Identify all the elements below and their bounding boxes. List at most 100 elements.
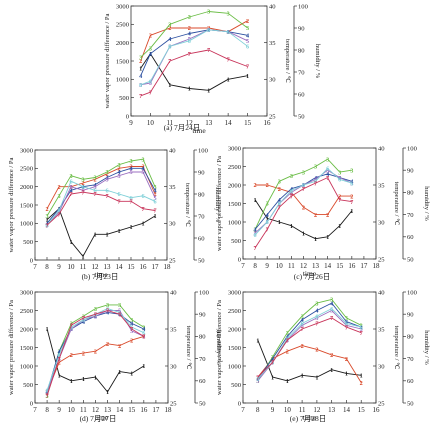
data-point-marker: 1 xyxy=(46,326,49,333)
data-point-marker: 1 xyxy=(130,371,133,378)
humidity-tick-label: 90 xyxy=(298,25,305,32)
data-point-marker: 2 xyxy=(82,350,85,357)
data-point-marker: 5 xyxy=(81,188,84,195)
temperature-tick-label: 35 xyxy=(269,40,276,47)
x-axis-label: time xyxy=(303,413,317,422)
data-point-marker: 4 xyxy=(301,317,304,324)
humidity-tick-label: 90 xyxy=(199,312,206,319)
y-tick-label: 1500 xyxy=(116,58,130,65)
data-point-marker: 3 xyxy=(254,227,257,234)
data-point-marker: 5 xyxy=(149,80,152,87)
data-point-marker: 5 xyxy=(246,38,249,45)
data-point-marker: 6 xyxy=(227,29,230,36)
temperature-tick-label: 30 xyxy=(170,363,177,370)
data-point-marker: 2 xyxy=(46,389,49,396)
data-point-marker: 5 xyxy=(314,177,317,184)
data-point-marker: 2 xyxy=(139,58,142,65)
data-point-marker: 1 xyxy=(314,236,317,243)
data-point-marker: 5 xyxy=(207,27,210,34)
humidity-tick-label: 60 xyxy=(407,234,414,241)
data-point-marker: 4 xyxy=(345,319,348,326)
data-point-marker: 1 xyxy=(338,223,341,230)
series-line-6 xyxy=(46,180,156,226)
data-point-marker: 1 xyxy=(45,217,48,224)
data-point-marker: 5 xyxy=(93,184,96,191)
data-point-marker: 2 xyxy=(130,337,133,344)
data-point-marker: 6 xyxy=(207,27,210,34)
data-point-marker: 3 xyxy=(118,302,121,309)
series-line-6 xyxy=(254,167,352,236)
humidity-tick-label: 100 xyxy=(407,289,418,296)
x-tick-label: 9 xyxy=(57,263,61,271)
x-tick-label: 12 xyxy=(186,119,194,127)
series-line-1 xyxy=(257,339,362,382)
data-point-marker: 1 xyxy=(58,372,61,379)
data-point-marker: 5 xyxy=(330,308,333,315)
series-line-3 xyxy=(254,158,352,230)
x-tick-label: 12 xyxy=(92,263,100,271)
data-point-marker: 5 xyxy=(290,190,293,197)
x-tick-label: 16 xyxy=(348,262,356,270)
y-tick-label: 2500 xyxy=(228,164,242,171)
x-tick-label: 14 xyxy=(343,406,351,414)
y-axis-label: water vapor pressure difference / Pa xyxy=(216,156,223,251)
data-point-marker: 1 xyxy=(330,367,333,374)
series-line-3 xyxy=(257,298,362,382)
data-point-marker: 6 xyxy=(46,387,49,394)
data-point-marker: 4 xyxy=(149,51,152,58)
data-point-marker: 6 xyxy=(254,232,257,239)
data-point-marker: 6 xyxy=(360,324,363,331)
data-point-marker: 2 xyxy=(45,206,48,213)
x-tick-label: 7 xyxy=(241,406,245,414)
humidity-tick-label: 100 xyxy=(298,3,309,10)
data-point-marker: 1 xyxy=(301,372,304,379)
data-point-marker: 4 xyxy=(246,33,249,40)
y-tick-label: 2000 xyxy=(20,326,34,333)
x-tick-label: 11 xyxy=(299,406,306,414)
temperature-tick-label: 25 xyxy=(169,257,176,264)
y-tick-label: 500 xyxy=(231,382,242,389)
data-point-marker: 1 xyxy=(227,77,230,84)
x-tick-label: 7 xyxy=(33,406,37,414)
data-point-marker: 3 xyxy=(130,317,133,324)
data-point-marker: 4 xyxy=(141,166,144,173)
data-point-marker: 4 xyxy=(326,171,329,178)
data-point-marker: 1 xyxy=(188,86,191,93)
data-point-marker: 3 xyxy=(168,22,171,29)
data-point-marker: 2 xyxy=(188,25,191,32)
data-point-marker: 7 xyxy=(315,321,318,328)
data-point-marker: 3 xyxy=(81,177,84,184)
data-point-marker: 4 xyxy=(338,175,341,182)
data-point-marker: 1 xyxy=(326,234,329,241)
humidity-tick-label: 50 xyxy=(198,257,205,264)
data-point-marker: 7 xyxy=(290,193,293,200)
x-tick-label: 8 xyxy=(45,263,49,271)
data-point-marker: 7 xyxy=(278,204,281,211)
humidity-tick-label: 100 xyxy=(198,147,209,154)
data-point-marker: 3 xyxy=(290,173,293,180)
data-point-marker: 2 xyxy=(141,164,144,171)
data-point-marker: 4 xyxy=(153,188,156,195)
data-point-marker: 3 xyxy=(271,354,274,361)
data-point-marker: 4 xyxy=(314,175,317,182)
data-point-marker: 2 xyxy=(149,33,152,40)
plot-frame xyxy=(242,147,377,260)
data-point-marker: 2 xyxy=(58,360,61,367)
data-point-marker: 3 xyxy=(129,158,132,165)
data-point-marker: 7 xyxy=(188,51,191,58)
data-point-marker: 5 xyxy=(139,82,142,89)
data-point-marker: 1 xyxy=(106,389,109,396)
x-tick-label: 16 xyxy=(140,406,148,414)
series-line-1 xyxy=(254,199,353,240)
data-point-marker: 1 xyxy=(94,374,97,381)
data-point-marker: 4 xyxy=(278,197,281,204)
humidity-tick-label: 80 xyxy=(298,47,305,54)
data-point-marker: 4 xyxy=(142,326,145,333)
data-point-marker: 6 xyxy=(82,317,85,324)
humidity-axis-label: humidity / % xyxy=(215,330,222,365)
data-point-marker: 2 xyxy=(278,186,281,193)
x-tick-label: 10 xyxy=(147,119,155,127)
x-tick-label: 15 xyxy=(358,406,366,414)
data-point-marker: 1 xyxy=(246,73,249,80)
humidity-axis-label: humidity / % xyxy=(423,330,430,365)
